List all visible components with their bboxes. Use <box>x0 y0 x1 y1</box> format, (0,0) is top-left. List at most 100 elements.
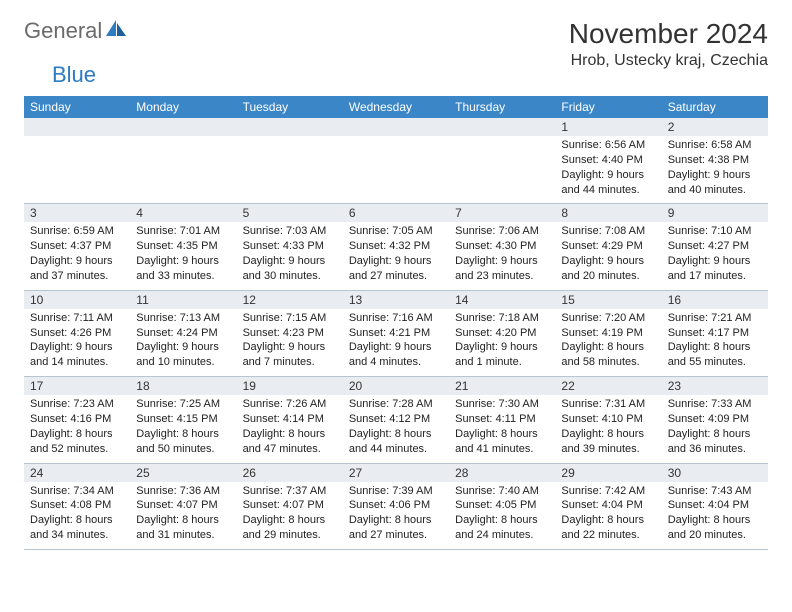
day-cell <box>449 118 555 204</box>
day-line: Sunset: 4:08 PM <box>30 498 124 513</box>
day-line: Sunrise: 7:03 AM <box>243 224 337 239</box>
day-number: 22 <box>555 377 661 395</box>
day-line: Sunset: 4:23 PM <box>243 326 337 341</box>
day-line: Sunrise: 7:20 AM <box>561 311 655 326</box>
day-line: Daylight: 9 hours <box>668 254 762 269</box>
day-cell: 4Sunrise: 7:01 AMSunset: 4:35 PMDaylight… <box>130 204 236 290</box>
day-cell: 28Sunrise: 7:40 AMSunset: 4:05 PMDayligh… <box>449 463 555 549</box>
week-row: 3Sunrise: 6:59 AMSunset: 4:37 PMDaylight… <box>24 204 768 290</box>
day-line: Daylight: 8 hours <box>561 427 655 442</box>
day-line: Sunset: 4:07 PM <box>243 498 337 513</box>
day-header-mon: Monday <box>130 96 236 118</box>
day-line: Sunset: 4:05 PM <box>455 498 549 513</box>
day-number: 13 <box>343 291 449 309</box>
day-line: Daylight: 9 hours <box>30 340 124 355</box>
day-cell: 27Sunrise: 7:39 AMSunset: 4:06 PMDayligh… <box>343 463 449 549</box>
day-header-wed: Wednesday <box>343 96 449 118</box>
day-line: Sunset: 4:33 PM <box>243 239 337 254</box>
day-line: Sunrise: 7:08 AM <box>561 224 655 239</box>
day-line: and 33 minutes. <box>136 269 230 284</box>
day-number: 23 <box>662 377 768 395</box>
day-line: Daylight: 8 hours <box>455 427 549 442</box>
day-line: Sunrise: 7:11 AM <box>30 311 124 326</box>
day-body: Sunrise: 7:18 AMSunset: 4:20 PMDaylight:… <box>449 309 555 376</box>
week-row: 1Sunrise: 6:56 AMSunset: 4:40 PMDaylight… <box>24 118 768 204</box>
day-cell: 1Sunrise: 6:56 AMSunset: 4:40 PMDaylight… <box>555 118 661 204</box>
day-body <box>130 136 236 202</box>
day-number: 16 <box>662 291 768 309</box>
day-cell: 13Sunrise: 7:16 AMSunset: 4:21 PMDayligh… <box>343 290 449 376</box>
day-line: Sunrise: 7:39 AM <box>349 484 443 499</box>
day-line: and 52 minutes. <box>30 442 124 457</box>
day-body: Sunrise: 7:20 AMSunset: 4:19 PMDaylight:… <box>555 309 661 376</box>
day-number: 10 <box>24 291 130 309</box>
day-line: Sunset: 4:26 PM <box>30 326 124 341</box>
day-body: Sunrise: 7:21 AMSunset: 4:17 PMDaylight:… <box>662 309 768 376</box>
day-line: Sunrise: 6:58 AM <box>668 138 762 153</box>
day-cell: 3Sunrise: 6:59 AMSunset: 4:37 PMDaylight… <box>24 204 130 290</box>
day-number <box>24 118 130 136</box>
day-body: Sunrise: 7:03 AMSunset: 4:33 PMDaylight:… <box>237 222 343 289</box>
day-cell: 14Sunrise: 7:18 AMSunset: 4:20 PMDayligh… <box>449 290 555 376</box>
day-body: Sunrise: 7:08 AMSunset: 4:29 PMDaylight:… <box>555 222 661 289</box>
day-line: Sunrise: 7:16 AM <box>349 311 443 326</box>
day-line: Sunset: 4:38 PM <box>668 153 762 168</box>
day-number: 6 <box>343 204 449 222</box>
day-cell: 23Sunrise: 7:33 AMSunset: 4:09 PMDayligh… <box>662 377 768 463</box>
day-body: Sunrise: 7:06 AMSunset: 4:30 PMDaylight:… <box>449 222 555 289</box>
day-line: Daylight: 9 hours <box>349 340 443 355</box>
day-body: Sunrise: 7:15 AMSunset: 4:23 PMDaylight:… <box>237 309 343 376</box>
day-line: and 24 minutes. <box>455 528 549 543</box>
day-number: 25 <box>130 464 236 482</box>
day-line: Daylight: 8 hours <box>349 513 443 528</box>
day-line: Sunset: 4:29 PM <box>561 239 655 254</box>
day-line: Daylight: 8 hours <box>349 427 443 442</box>
day-line: and 23 minutes. <box>455 269 549 284</box>
day-line: Sunrise: 7:21 AM <box>668 311 762 326</box>
day-line: Sunrise: 7:40 AM <box>455 484 549 499</box>
day-cell: 24Sunrise: 7:34 AMSunset: 4:08 PMDayligh… <box>24 463 130 549</box>
day-line: Sunset: 4:32 PM <box>349 239 443 254</box>
day-number: 28 <box>449 464 555 482</box>
day-line: and 29 minutes. <box>243 528 337 543</box>
day-line: Daylight: 9 hours <box>561 254 655 269</box>
day-line: Daylight: 8 hours <box>668 427 762 442</box>
day-cell: 25Sunrise: 7:36 AMSunset: 4:07 PMDayligh… <box>130 463 236 549</box>
day-body <box>449 136 555 202</box>
day-cell <box>130 118 236 204</box>
logo-text-general: General <box>24 18 102 44</box>
day-number: 11 <box>130 291 236 309</box>
day-line: Sunset: 4:20 PM <box>455 326 549 341</box>
day-line: and 27 minutes. <box>349 528 443 543</box>
day-number: 27 <box>343 464 449 482</box>
day-line: Sunset: 4:21 PM <box>349 326 443 341</box>
logo-sail-icon <box>106 20 128 43</box>
day-number: 17 <box>24 377 130 395</box>
day-cell: 22Sunrise: 7:31 AMSunset: 4:10 PMDayligh… <box>555 377 661 463</box>
day-body: Sunrise: 7:39 AMSunset: 4:06 PMDaylight:… <box>343 482 449 549</box>
day-line: Sunset: 4:04 PM <box>561 498 655 513</box>
day-line: Daylight: 8 hours <box>561 340 655 355</box>
day-line: Sunset: 4:04 PM <box>668 498 762 513</box>
day-line: and 34 minutes. <box>30 528 124 543</box>
location: Hrob, Ustecky kraj, Czechia <box>569 52 768 70</box>
day-number: 24 <box>24 464 130 482</box>
day-body: Sunrise: 7:16 AMSunset: 4:21 PMDaylight:… <box>343 309 449 376</box>
day-cell <box>237 118 343 204</box>
day-number: 2 <box>662 118 768 136</box>
day-line: Sunrise: 7:43 AM <box>668 484 762 499</box>
title-block: November 2024 Hrob, Ustecky kraj, Czechi… <box>569 18 768 70</box>
day-line: and 58 minutes. <box>561 355 655 370</box>
day-number: 20 <box>343 377 449 395</box>
day-line: Sunrise: 7:28 AM <box>349 397 443 412</box>
day-line: Sunrise: 7:05 AM <box>349 224 443 239</box>
day-cell: 12Sunrise: 7:15 AMSunset: 4:23 PMDayligh… <box>237 290 343 376</box>
day-body: Sunrise: 7:26 AMSunset: 4:14 PMDaylight:… <box>237 395 343 462</box>
day-line: Sunset: 4:19 PM <box>561 326 655 341</box>
day-number <box>237 118 343 136</box>
day-line: Sunset: 4:17 PM <box>668 326 762 341</box>
day-number: 12 <box>237 291 343 309</box>
day-line: Daylight: 9 hours <box>668 168 762 183</box>
day-line: Daylight: 8 hours <box>561 513 655 528</box>
calendar-table: Sunday Monday Tuesday Wednesday Thursday… <box>24 96 768 550</box>
